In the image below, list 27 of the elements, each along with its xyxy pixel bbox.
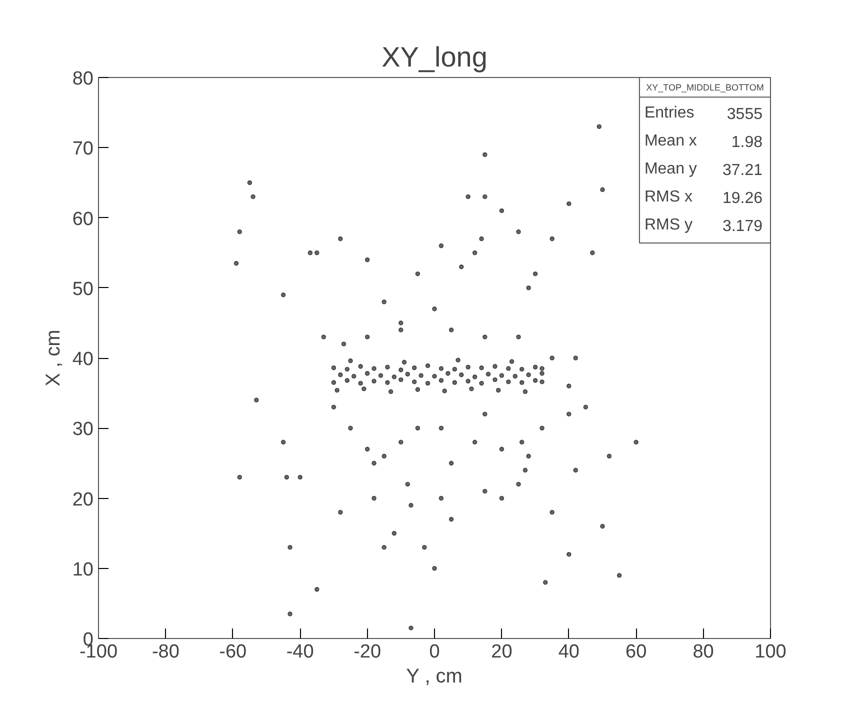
- x-tick-label: -40: [286, 642, 314, 662]
- text: Mean x 1.98: [644, 132, 762, 151]
- x-tick-label: 60: [626, 642, 647, 662]
- y-tick-label: 30: [72, 419, 94, 440]
- x-tick-label: 40: [558, 642, 580, 662]
- x-tick-label: 100: [754, 642, 786, 662]
- x-axis-title: Y , cm: [406, 666, 462, 688]
- x-tick-label: -80: [152, 642, 180, 662]
- y-tick-label: 50: [72, 278, 94, 300]
- x-tick-label: -20: [354, 642, 382, 662]
- y-tick-label: 20: [72, 489, 94, 510]
- x-tick-label: 80: [692, 642, 714, 662]
- text: RMS y 3.179: [644, 216, 763, 236]
- chart-title: XY_long: [382, 42, 488, 72]
- y-tick-label: 70: [72, 138, 94, 160]
- y-tick-label: 60: [72, 208, 94, 230]
- text: RMS x 19.26: [644, 188, 763, 207]
- x-tick-label: -60: [219, 642, 247, 662]
- y-tick-label: 80: [72, 68, 94, 90]
- x-tick-label: 20: [491, 642, 512, 662]
- y-axis-title: X , cm: [42, 330, 64, 386]
- text: Mean y 37.21: [644, 160, 763, 179]
- x-tick-label: 0: [429, 642, 440, 662]
- text: Entries 3555: [644, 104, 762, 123]
- y-tick-label: 10: [72, 559, 94, 580]
- y-tick-label: 40: [72, 349, 94, 370]
- annotation: XY_TOP_MIDDLE_BOTTOM: [646, 82, 764, 92]
